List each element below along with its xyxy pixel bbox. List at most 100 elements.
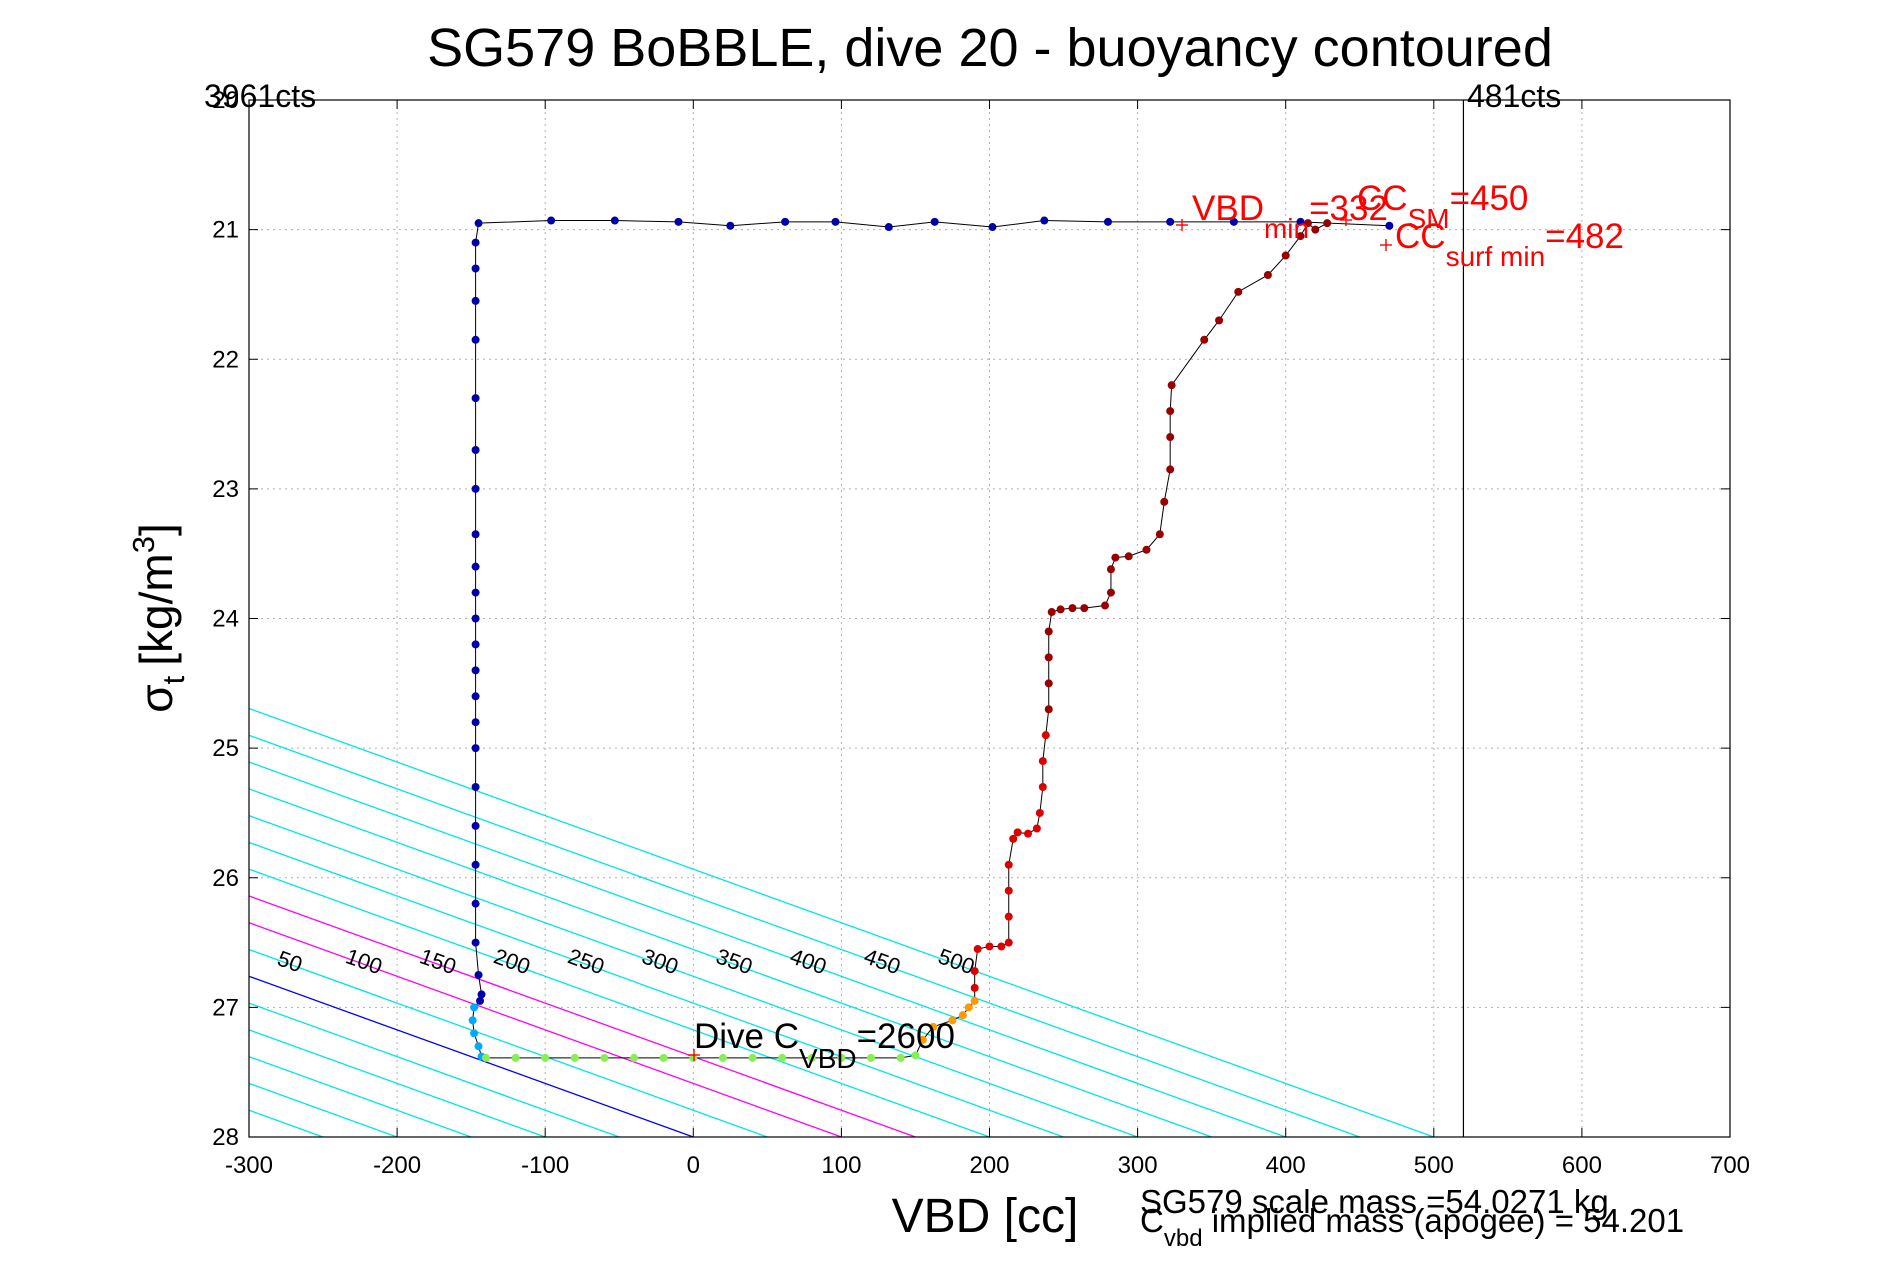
data-point bbox=[1155, 530, 1164, 539]
data-point bbox=[997, 942, 1006, 951]
x-tick-label: 300 bbox=[1118, 1152, 1158, 1179]
vbd-min-value: =332 bbox=[1309, 189, 1388, 228]
data-point bbox=[471, 666, 480, 675]
data-point bbox=[471, 938, 480, 947]
data-point bbox=[471, 783, 480, 792]
data-point bbox=[988, 223, 997, 232]
chart-title: SG579 BoBBLE, dive 20 - buoyancy contour… bbox=[427, 18, 1553, 78]
contour-line bbox=[249, 788, 1212, 1137]
data-point bbox=[807, 1053, 816, 1062]
data-point bbox=[1004, 886, 1013, 895]
contour-line bbox=[249, 895, 916, 1137]
data-point bbox=[985, 942, 994, 951]
y-axis-label-post: ] bbox=[130, 523, 182, 536]
data-point bbox=[674, 217, 683, 226]
data-point bbox=[930, 217, 939, 226]
y-tick-label: 24 bbox=[212, 606, 239, 633]
y-axis-label: σt [kg/m3] bbox=[126, 523, 191, 713]
x-tick-label: 400 bbox=[1266, 1152, 1306, 1179]
y-tick-label: 27 bbox=[212, 994, 239, 1021]
implied-mass-sub: vbd bbox=[1164, 1225, 1203, 1252]
cc-surf-min-annotation: CCsurf min=482 bbox=[1380, 217, 1624, 272]
y-tick-label: 22 bbox=[212, 346, 239, 373]
data-point bbox=[474, 219, 483, 228]
data-point bbox=[1106, 565, 1115, 574]
data-point bbox=[471, 821, 480, 830]
data-point bbox=[470, 1029, 479, 1038]
contour-line bbox=[249, 734, 1360, 1137]
data-point bbox=[973, 945, 982, 954]
contour-line bbox=[249, 922, 842, 1137]
data-point bbox=[471, 394, 480, 403]
data-point bbox=[471, 562, 480, 571]
data-point bbox=[471, 335, 480, 344]
data-point bbox=[1166, 433, 1175, 442]
data-point bbox=[471, 718, 480, 727]
data-point bbox=[541, 1053, 550, 1062]
x-tick-label: 0 bbox=[687, 1152, 700, 1179]
svg-text:VBDmin=332: VBDmin=332 bbox=[1192, 189, 1388, 244]
contour-line bbox=[0, 100, 27, 1137]
data-point bbox=[1038, 757, 1047, 766]
data-point bbox=[1160, 497, 1169, 506]
data-point bbox=[1047, 608, 1056, 617]
y-tick-label: 23 bbox=[212, 476, 239, 503]
data-point bbox=[1229, 217, 1238, 226]
data-point bbox=[1044, 679, 1053, 688]
data-point bbox=[867, 1053, 876, 1062]
data-point bbox=[1296, 217, 1305, 226]
svg-text:Dive CVBD=2600: Dive CVBD=2600 bbox=[694, 1017, 955, 1074]
data-point bbox=[970, 996, 979, 1005]
data-point bbox=[970, 983, 979, 992]
y-tick-label: 28 bbox=[212, 1124, 239, 1151]
data-point bbox=[471, 744, 480, 753]
data-point bbox=[1032, 824, 1041, 833]
data-point bbox=[1166, 407, 1175, 416]
data-point bbox=[958, 1011, 967, 1020]
data-point bbox=[1044, 653, 1053, 662]
data-point bbox=[1200, 335, 1209, 344]
data-point bbox=[837, 1053, 846, 1062]
data-point bbox=[477, 990, 486, 999]
data-point bbox=[1303, 219, 1312, 228]
data-point bbox=[831, 217, 840, 226]
y-tick-label: 20 bbox=[212, 87, 239, 114]
data-point bbox=[1035, 808, 1044, 817]
data-point bbox=[570, 1053, 579, 1062]
contour-line bbox=[249, 868, 990, 1137]
data-point bbox=[911, 1051, 920, 1060]
data-point bbox=[781, 217, 790, 226]
data-point bbox=[471, 530, 480, 539]
data-point bbox=[471, 296, 480, 305]
vbd-min-sub: min bbox=[1264, 213, 1309, 244]
data-point bbox=[929, 1022, 938, 1031]
data-point bbox=[481, 1053, 490, 1062]
data-point bbox=[918, 1035, 927, 1044]
data-point bbox=[1004, 938, 1013, 947]
contour-line bbox=[249, 948, 768, 1137]
data-point bbox=[1124, 552, 1133, 561]
cc-sm-sub: SM bbox=[1408, 203, 1450, 234]
svg-text:CCSM=450: CCSM=450 bbox=[1357, 179, 1528, 234]
contour-line bbox=[249, 814, 1138, 1137]
implied-mass-text: implied mass (apogee) = 54.201 bbox=[1203, 1202, 1685, 1239]
data-point bbox=[884, 223, 893, 232]
data-point bbox=[1103, 217, 1112, 226]
data-point bbox=[630, 1053, 639, 1062]
data-point bbox=[610, 216, 619, 225]
data-point bbox=[471, 692, 480, 701]
data-point bbox=[471, 860, 480, 869]
data-point bbox=[1281, 251, 1290, 260]
data-point bbox=[1101, 601, 1110, 610]
data-point bbox=[1056, 605, 1065, 614]
contour-line bbox=[249, 707, 1435, 1137]
x-tick-label: 200 bbox=[969, 1152, 1009, 1179]
data-point bbox=[471, 238, 480, 247]
data-point bbox=[471, 614, 480, 623]
data-point bbox=[1166, 217, 1175, 226]
data-point bbox=[948, 1016, 957, 1025]
data-point bbox=[970, 967, 979, 976]
data-point bbox=[547, 216, 556, 225]
cc-sm-text: CC bbox=[1357, 179, 1408, 218]
